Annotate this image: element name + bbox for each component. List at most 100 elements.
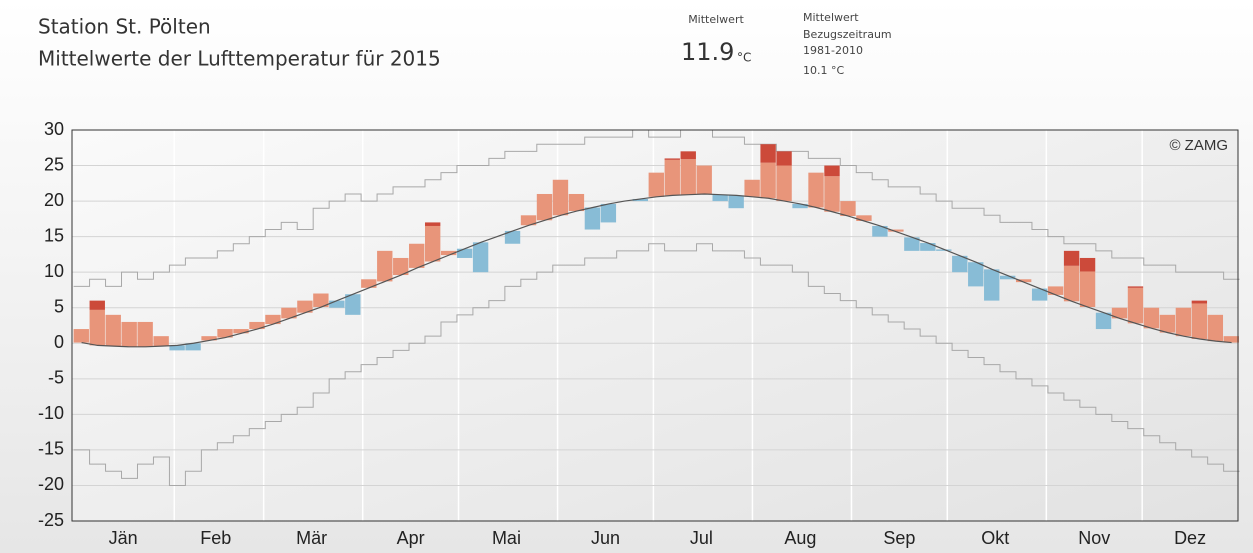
chart-subtitle: Mittelwerte der Lufttemperatur für 2015 [38, 47, 441, 71]
x-tick-label: Jän [109, 528, 138, 548]
anomaly-bar [696, 165, 712, 194]
anomaly-bar [1015, 279, 1032, 283]
anomaly-bar [424, 222, 441, 226]
y-tick-label: -15 [38, 439, 64, 459]
anomaly-bar [345, 294, 361, 315]
anomaly-bar [1031, 288, 1048, 301]
anomaly-bar [728, 195, 744, 209]
anomaly-bar [872, 225, 888, 237]
anomaly-bar [456, 248, 473, 258]
y-tick-label: 0 [54, 332, 64, 352]
anomaly-bar [856, 215, 872, 221]
stat-value: 11.9 [681, 38, 734, 66]
anomaly-bar [89, 309, 105, 346]
anomaly-bar [121, 321, 137, 347]
anomaly-bar [440, 250, 457, 256]
y-tick-label: 25 [44, 154, 64, 174]
x-tick-label: Mai [492, 528, 521, 548]
anomaly-bar [169, 345, 185, 351]
y-tick-label: -25 [38, 510, 64, 530]
anomaly-bar [792, 203, 808, 209]
stat-unit: °C [737, 51, 751, 65]
reference-label: Bezugszeitraum [803, 28, 892, 41]
anomaly-bar [632, 198, 649, 202]
anomaly-bar [504, 230, 521, 244]
anomaly-bar [1095, 312, 1112, 330]
anomaly-bar [1159, 314, 1176, 333]
y-tick-label: 10 [44, 261, 64, 281]
anomaly-bar [664, 159, 680, 196]
anomaly-bar [776, 151, 792, 166]
anomaly-bar [265, 314, 281, 325]
x-tick-label: Feb [200, 528, 231, 548]
anomaly-bar [1127, 286, 1144, 288]
anomaly-bar [1079, 271, 1096, 308]
anomaly-bar [233, 329, 249, 334]
anomaly-bar [952, 255, 968, 273]
anomaly-bar [680, 159, 696, 195]
y-tick-label: 30 [44, 119, 64, 139]
anomaly-bar [89, 300, 105, 310]
x-tick-label: Mär [296, 528, 327, 548]
anomaly-bar [393, 257, 409, 276]
reference-label: 1981-2010 [803, 44, 863, 57]
anomaly-bar [984, 269, 1000, 301]
anomaly-bar [249, 321, 265, 330]
stat-label: Mittelwert [688, 13, 744, 26]
reference-label: Mittelwert [803, 11, 859, 24]
x-tick-label: Jun [591, 528, 620, 548]
plot-frame [71, 129, 1239, 522]
anomaly-bar [760, 162, 776, 199]
anomaly-bar [1111, 307, 1128, 319]
anomaly-bar [920, 243, 936, 251]
anomaly-bar [424, 225, 441, 262]
x-tick-label: Aug [784, 528, 816, 548]
anomaly-bar [1143, 307, 1160, 329]
anomaly-bar [824, 176, 840, 212]
chart-title: Station St. Pölten [38, 15, 211, 39]
reference-line [81, 193, 1232, 348]
anomaly-bar [1127, 287, 1144, 324]
anomaly-bar [888, 229, 904, 232]
anomaly-bar [568, 193, 585, 212]
anomaly-bar [377, 250, 393, 282]
anomaly-bar [712, 194, 728, 202]
anomaly-bar [1175, 307, 1192, 337]
y-tick-label: 15 [44, 225, 64, 245]
x-tick-label: Jul [690, 528, 713, 548]
y-tick-label: -20 [38, 474, 64, 494]
x-tick-label: Apr [397, 528, 425, 548]
anomaly-bar [105, 314, 121, 347]
anomaly-bar [1223, 336, 1239, 343]
record-min-line [73, 243, 1240, 486]
anomaly-bar [201, 336, 217, 341]
anomaly-bar [329, 300, 345, 308]
anomaly-bar [1063, 250, 1080, 266]
anomaly-bar [281, 307, 297, 319]
anomaly-bar [361, 279, 377, 288]
anomaly-bar [936, 249, 952, 251]
anomaly-bar [744, 179, 760, 197]
anomaly-bar [1047, 286, 1064, 295]
y-tick-label: 5 [54, 296, 64, 316]
anomaly-bar [520, 215, 537, 226]
anomaly-bar [409, 243, 425, 268]
anomaly-bar [760, 144, 776, 163]
x-tick-label: Okt [981, 528, 1009, 548]
anomaly-bar [153, 336, 169, 347]
credit: © ZAMG [1169, 137, 1228, 154]
anomaly-bar [1063, 265, 1080, 302]
anomaly-bar [824, 165, 840, 177]
anomaly-bar [73, 329, 89, 343]
x-tick-label: Sep [883, 528, 915, 548]
anomaly-bar [472, 242, 489, 273]
anomaly-bar [217, 329, 233, 338]
anomaly-bar [536, 193, 553, 221]
anomaly-bar [808, 172, 824, 208]
anomaly-bar [1079, 257, 1096, 272]
anomaly-bar [968, 262, 984, 287]
anomaly-bar [1207, 314, 1224, 342]
anomaly-bar [648, 172, 664, 197]
anomaly-bar [137, 321, 153, 347]
